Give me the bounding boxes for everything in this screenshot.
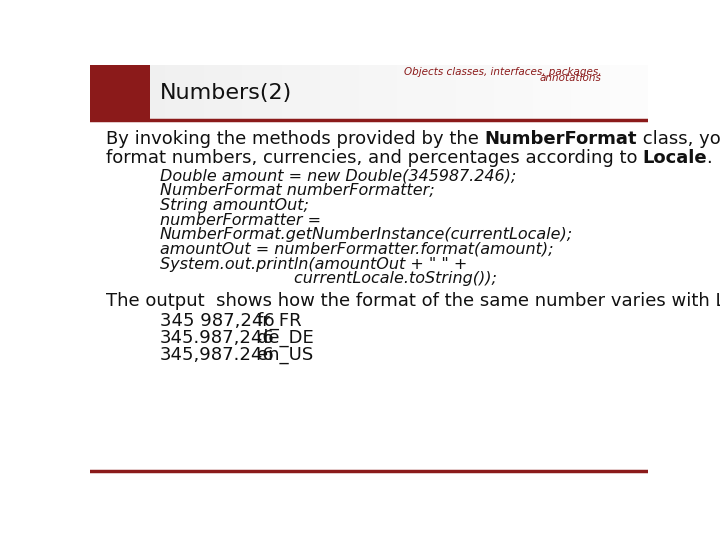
- Text: numberFormatter =: numberFormatter =: [160, 213, 320, 228]
- Text: format numbers, currencies, and percentages according to: format numbers, currencies, and percenta…: [106, 148, 643, 167]
- Text: Double amount = new Double(345987.246);: Double amount = new Double(345987.246);: [160, 168, 516, 184]
- Text: NumberFormat: NumberFormat: [484, 130, 636, 148]
- Text: NumberFormat.getNumberInstance(currentLocale);: NumberFormat.getNumberInstance(currentLo…: [160, 227, 573, 242]
- Text: Numbers(2): Numbers(2): [160, 83, 292, 103]
- Text: 345 987,246: 345 987,246: [160, 312, 274, 330]
- FancyBboxPatch shape: [90, 120, 648, 481]
- Text: The output  shows how the format of the same number varies with Locale:: The output shows how the format of the s…: [106, 292, 720, 310]
- Text: Objects classes, interfaces, packages,: Objects classes, interfaces, packages,: [404, 67, 601, 77]
- Text: fr_FR: fr_FR: [256, 312, 302, 330]
- Text: By invoking the methods provided by the: By invoking the methods provided by the: [106, 130, 484, 148]
- Text: Locale: Locale: [643, 148, 707, 167]
- Text: class, you can: class, you can: [636, 130, 720, 148]
- Text: NumberFormat numberFormatter;: NumberFormat numberFormatter;: [160, 184, 434, 198]
- Text: de_DE: de_DE: [256, 329, 313, 347]
- Text: en_US: en_US: [256, 346, 313, 364]
- Text: amountOut = numberFormatter.format(amount);: amountOut = numberFormatter.format(amoun…: [160, 242, 553, 257]
- Text: 345.987,246: 345.987,246: [160, 329, 274, 347]
- Text: . Example:: . Example:: [707, 148, 720, 167]
- Text: System.out.println(amountOut + " " +: System.out.println(amountOut + " " +: [160, 256, 467, 272]
- Text: 345,987.246: 345,987.246: [160, 346, 274, 364]
- Text: String amountOut;: String amountOut;: [160, 198, 309, 213]
- Text: annotations: annotations: [539, 73, 601, 83]
- Text: currentLocale.toString());: currentLocale.toString());: [212, 271, 498, 286]
- FancyBboxPatch shape: [90, 65, 150, 120]
